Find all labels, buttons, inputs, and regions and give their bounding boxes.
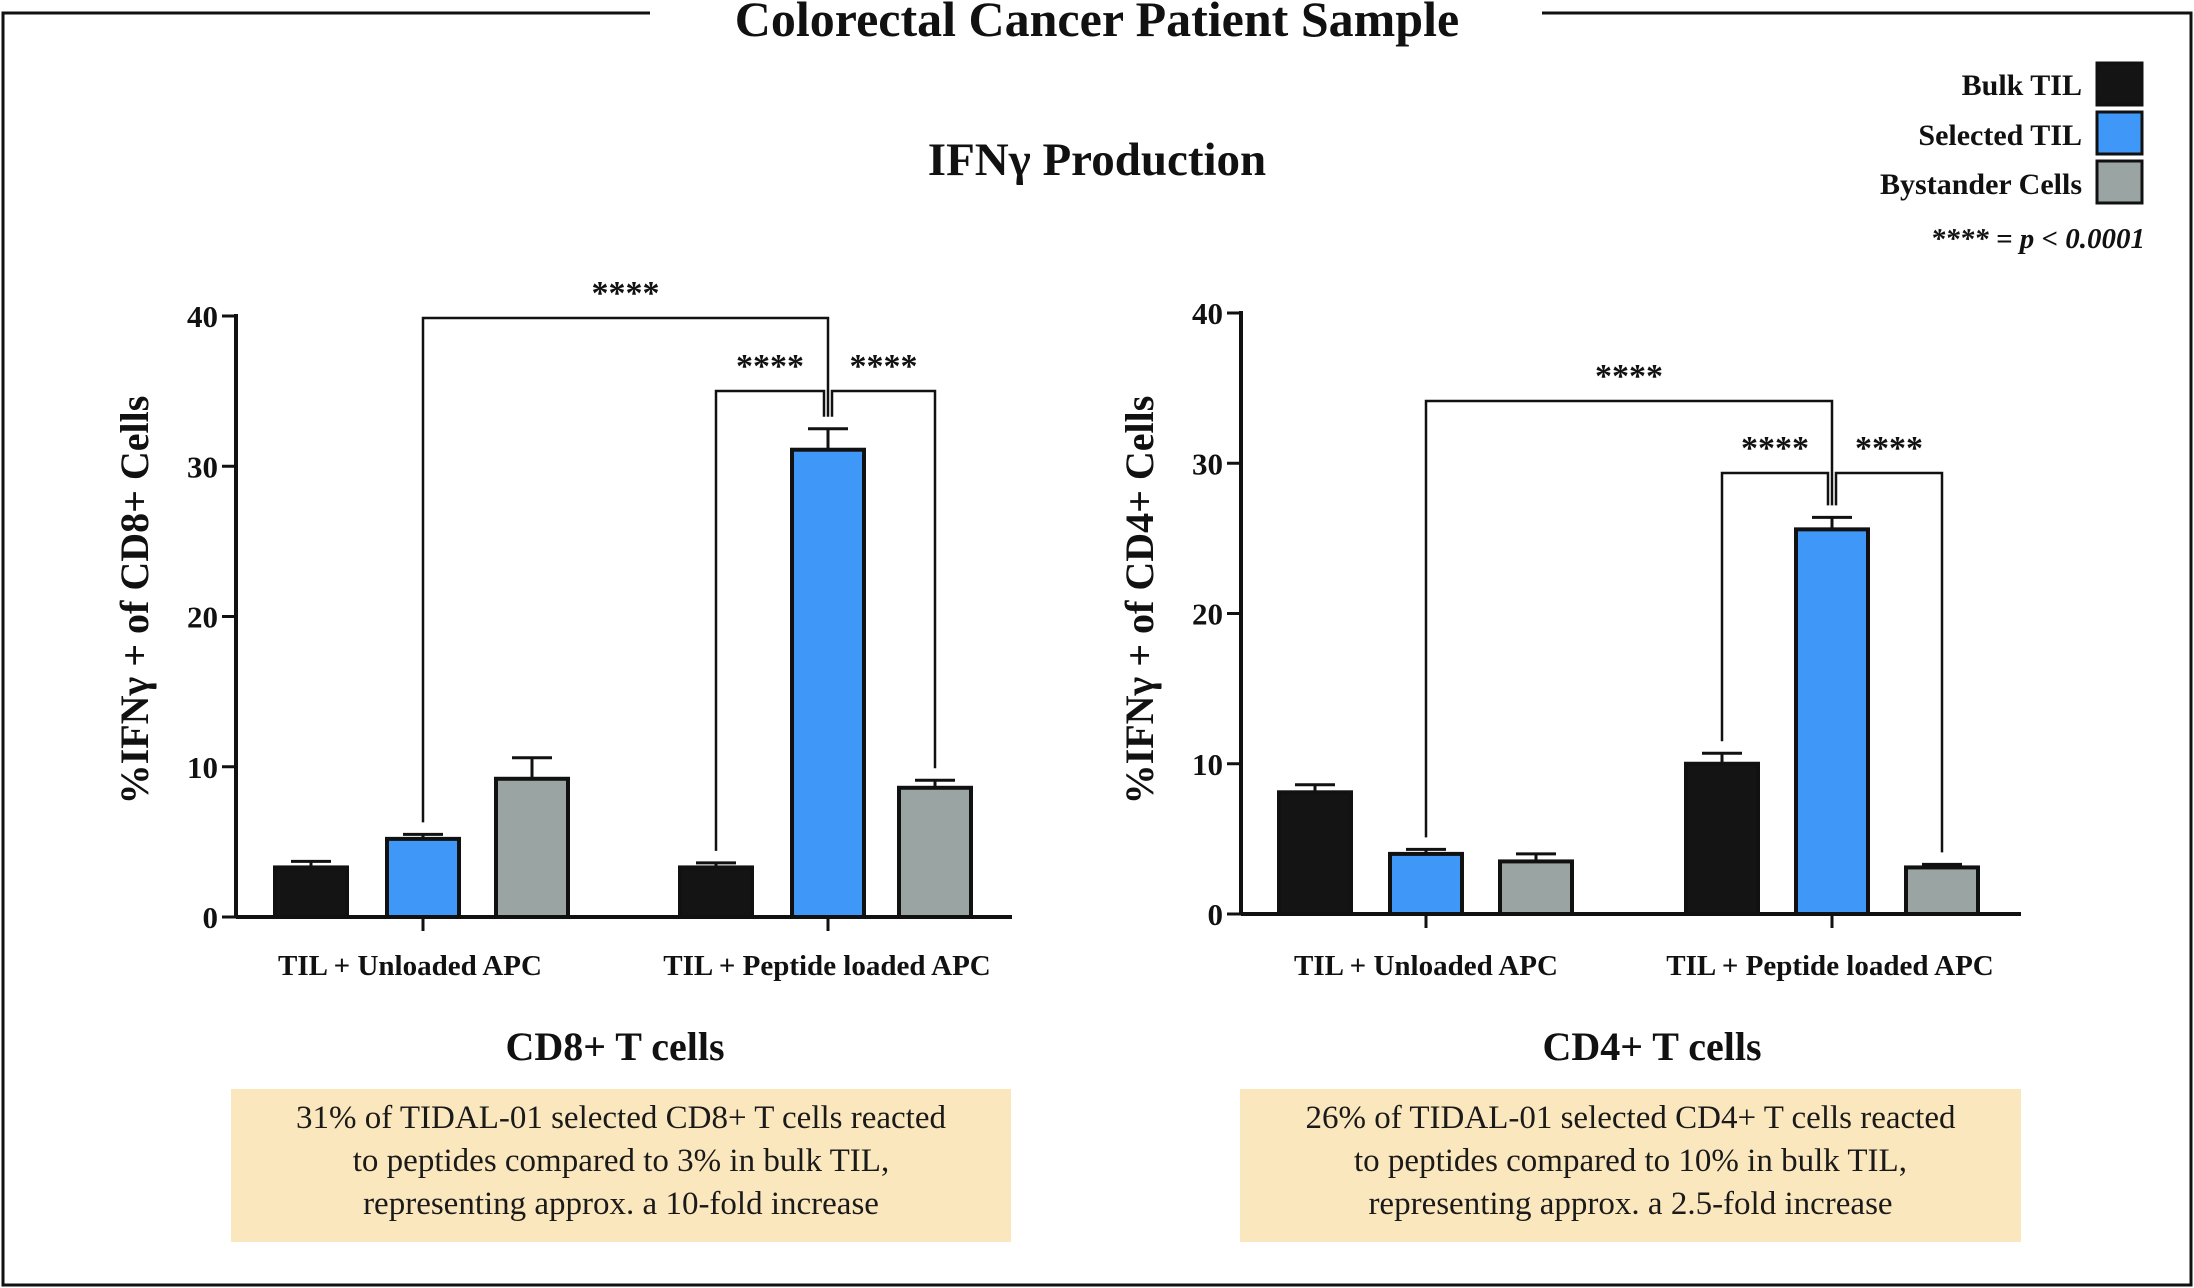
cd4-y-tick-label: 10 (1192, 747, 1223, 782)
cd8-bar-bystander-cells (494, 776, 570, 920)
legend-label-bulk: Bulk TIL (1962, 69, 2082, 102)
cd4-bar-bulk-til (1277, 790, 1353, 916)
cd8-category-label-1: TIL + Peptide loaded APC (663, 950, 991, 982)
cd8-y-tick-label: 10 (187, 750, 218, 785)
cd8-significance-label: **** (850, 348, 918, 385)
legend-swatch-bulk (2095, 61, 2144, 107)
figure-border (1, 11, 2193, 1287)
cd4-y-tick-label: 30 (1192, 446, 1223, 481)
cd8-y-tick-label: 30 (187, 449, 218, 484)
cd8-significance-bracket (714, 389, 826, 851)
cd4-summary-line: to peptides compared to 10% in bulk TIL, (1354, 1143, 1907, 1179)
figure-subtitle: IFNγ Production (928, 134, 1266, 186)
legend-label-selected: Selected TIL (1918, 119, 2082, 152)
cd8-significance-label: **** (592, 275, 660, 312)
cd4-y-tick-label: 0 (1208, 897, 1224, 932)
cd8-summary-line: 31% of TIDAL-01 selected CD8+ T cells re… (296, 1100, 946, 1136)
cd8-chart-title: CD8+ T cells (505, 1024, 724, 1069)
cd8-y-tick-label: 40 (187, 299, 218, 334)
cd8-significance-label: **** (736, 348, 804, 385)
cd8-y-axis-label: %IFNγ + of CD8+ Cells (112, 396, 157, 805)
cd8-y-tick-label: 20 (187, 600, 218, 635)
cd8-summary-line: representing approx. a 10-fold increase (363, 1186, 879, 1222)
cd8-summary-line: to peptides compared to 3% in bulk TIL, (352, 1143, 890, 1179)
legend: Bulk TIL Selected TIL Bystander Cells **… (1880, 61, 2145, 255)
cd4-category-label-1: TIL + Peptide loaded APC (1666, 950, 1994, 982)
cd4-significance-label: **** (1741, 430, 1809, 467)
cd4-y-tick-label: 20 (1192, 597, 1223, 632)
cd8-bar-bulk-til (273, 865, 349, 919)
legend-swatch-selected (2095, 110, 2144, 156)
cd8-bar-bystander-cells (897, 785, 973, 919)
cd4-significance-bracket (1720, 471, 1830, 742)
cd4-significance-label: **** (1595, 358, 1663, 395)
cd4-chart: %IFNγ + of CD4+ Cells TIL + Unloaded APC… (1117, 296, 2021, 1069)
cd8-significance-bracket (421, 316, 830, 823)
cd8-chart: %IFNγ + of CD8+ Cells TIL + Unloaded APC… (112, 275, 1012, 1069)
cd4-significance-bracket (1834, 471, 1944, 853)
legend-label-bystander: Bystander Cells (1880, 168, 2082, 201)
cd8-category-label-0: TIL + Unloaded APC (278, 950, 542, 982)
cd4-bar-selected-til (1794, 527, 1870, 916)
cd8-bar-bulk-til (678, 865, 754, 919)
cd8-bar-selected-til (790, 447, 866, 919)
cd8-bar-selected-til (385, 836, 461, 919)
cd4-y-tick-label: 40 (1192, 296, 1223, 331)
cd8-summary-box: 31% of TIDAL-01 selected CD8+ T cells re… (231, 1089, 1011, 1242)
cd4-y-axis-label: %IFNγ + of CD4+ Cells (1117, 396, 1162, 805)
cd4-significance-label: **** (1855, 430, 1923, 467)
cd4-summary-line: 26% of TIDAL-01 selected CD4+ T cells re… (1305, 1100, 1956, 1136)
cd4-category-label-0: TIL + Unloaded APC (1294, 950, 1558, 982)
cd8-significance-bracket (830, 389, 937, 769)
legend-swatch-bystander (2095, 159, 2144, 205)
cd4-summary-line: representing approx. a 2.5-fold increase (1368, 1186, 1893, 1222)
cd8-y-tick-label: 0 (203, 900, 219, 935)
cd4-chart-title: CD4+ T cells (1542, 1024, 1761, 1069)
cd4-bar-bystander-cells (1904, 865, 1980, 916)
significance-note: **** = p < 0.0001 (1931, 223, 2145, 255)
cd4-significance-bracket (1424, 399, 1834, 838)
figure-title: Colorectal Cancer Patient Sample (735, 0, 1459, 47)
cd4-bar-bystander-cells (1498, 859, 1574, 916)
cd4-summary-box: 26% of TIDAL-01 selected CD4+ T cells re… (1240, 1089, 2021, 1242)
cd4-bar-selected-til (1388, 851, 1464, 917)
cd4-bar-bulk-til (1684, 761, 1760, 916)
